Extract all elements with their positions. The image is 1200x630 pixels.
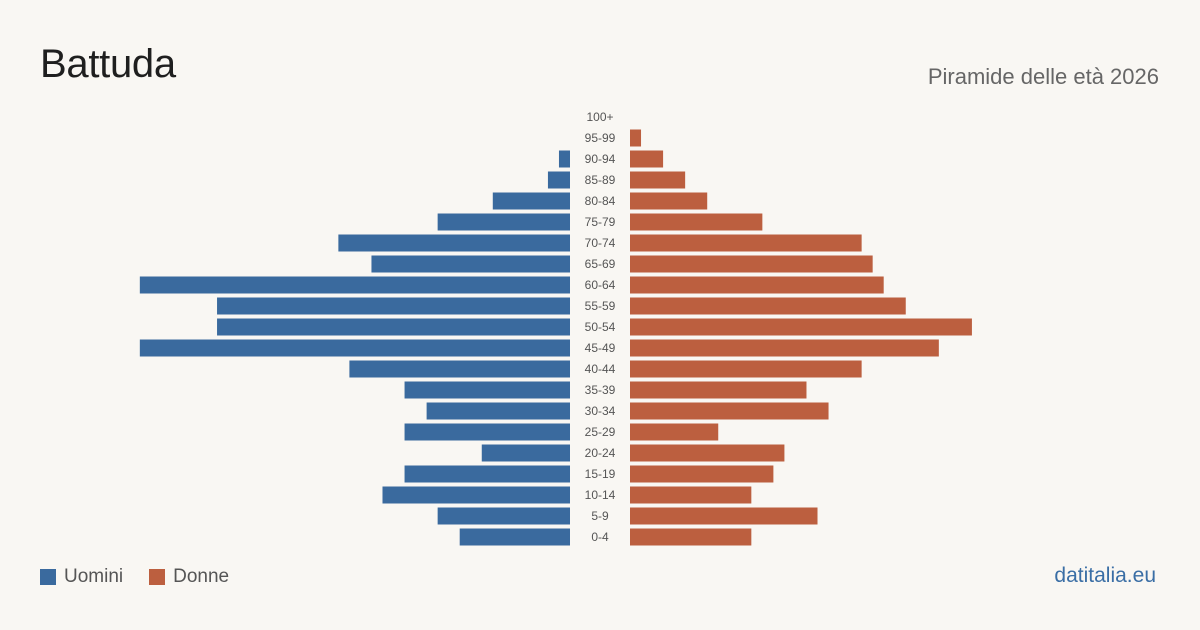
age-label: 50-54 xyxy=(585,320,616,334)
bar-men-80-84[interactable] xyxy=(492,192,570,210)
bar-women-10-14[interactable] xyxy=(630,486,752,504)
age-label: 75-79 xyxy=(585,215,616,229)
age-label: 85-89 xyxy=(585,173,616,187)
bar-women-55-59[interactable] xyxy=(630,297,906,315)
legend-swatch-women xyxy=(149,569,166,585)
bar-men-20-24[interactable] xyxy=(481,444,570,462)
legend-label-women: Donne xyxy=(173,566,230,587)
bar-men-55-59[interactable] xyxy=(217,297,571,315)
age-label: 95-99 xyxy=(585,131,616,145)
bar-men-65-69[interactable] xyxy=(371,255,570,273)
age-label: 80-84 xyxy=(585,194,616,208)
bar-women-0-4[interactable] xyxy=(630,528,752,546)
bar-women-5-9[interactable] xyxy=(630,507,818,525)
brand-link[interactable]: datitalia.eu xyxy=(1054,564,1156,587)
bar-women-85-89[interactable] xyxy=(630,171,686,189)
bar-women-35-39[interactable] xyxy=(630,381,807,399)
age-label: 0-4 xyxy=(591,530,609,544)
age-label: 5-9 xyxy=(591,509,609,523)
bar-women-25-29[interactable] xyxy=(630,423,719,441)
age-label: 35-39 xyxy=(585,383,616,397)
age-label: 45-49 xyxy=(585,341,616,355)
bar-men-85-89[interactable] xyxy=(547,171,570,189)
bar-women-30-34[interactable] xyxy=(630,402,829,420)
bar-women-50-54[interactable] xyxy=(630,318,972,336)
bar-men-75-79[interactable] xyxy=(437,213,570,231)
age-label: 65-69 xyxy=(585,257,616,271)
bar-women-40-44[interactable] xyxy=(630,360,862,378)
bar-women-45-49[interactable] xyxy=(630,339,939,357)
bar-women-95-99[interactable] xyxy=(630,129,642,147)
legend-label-men: Uomini xyxy=(64,566,124,587)
bar-men-35-39[interactable] xyxy=(404,381,570,399)
bar-men-30-34[interactable] xyxy=(426,402,570,420)
bar-women-75-79[interactable] xyxy=(630,213,763,231)
legend-item-men: Uomini xyxy=(40,566,123,588)
bar-men-50-54[interactable] xyxy=(217,318,571,336)
age-label: 25-29 xyxy=(585,425,616,439)
bar-women-90-94[interactable] xyxy=(630,150,664,168)
age-label: 100+ xyxy=(586,110,613,124)
bar-men-0-4[interactable] xyxy=(459,528,570,546)
bar-women-60-64[interactable] xyxy=(630,276,884,294)
bar-women-80-84[interactable] xyxy=(630,192,708,210)
legend-swatch-men xyxy=(40,569,56,585)
bar-men-5-9[interactable] xyxy=(437,507,570,525)
bar-women-65-69[interactable] xyxy=(630,255,873,273)
age-label: 55-59 xyxy=(585,299,616,313)
age-label: 90-94 xyxy=(585,152,616,166)
bar-men-60-64[interactable] xyxy=(139,276,570,294)
page-title: Battuda xyxy=(40,42,176,86)
bar-men-15-19[interactable] xyxy=(404,465,570,483)
chart-subtitle: Piramide delle età 2026 xyxy=(927,64,1159,89)
age-label: 60-64 xyxy=(585,278,616,292)
bar-men-90-94[interactable] xyxy=(558,150,570,168)
bar-men-25-29[interactable] xyxy=(404,423,570,441)
bar-men-70-74[interactable] xyxy=(338,234,570,252)
age-label: 10-14 xyxy=(585,488,616,502)
age-label: 70-74 xyxy=(585,236,616,250)
bar-women-15-19[interactable] xyxy=(630,465,774,483)
bar-men-10-14[interactable] xyxy=(382,486,570,504)
bar-men-40-44[interactable] xyxy=(349,360,570,378)
bar-women-20-24[interactable] xyxy=(630,444,785,462)
legend: Uomini Donne xyxy=(40,566,255,588)
age-label: 40-44 xyxy=(585,362,616,376)
bar-women-70-74[interactable] xyxy=(630,234,862,252)
legend-item-women: Donne xyxy=(149,566,229,588)
age-label: 20-24 xyxy=(585,446,616,460)
age-label: 15-19 xyxy=(585,467,616,481)
bar-men-45-49[interactable] xyxy=(139,339,570,357)
age-label: 30-34 xyxy=(585,404,616,418)
